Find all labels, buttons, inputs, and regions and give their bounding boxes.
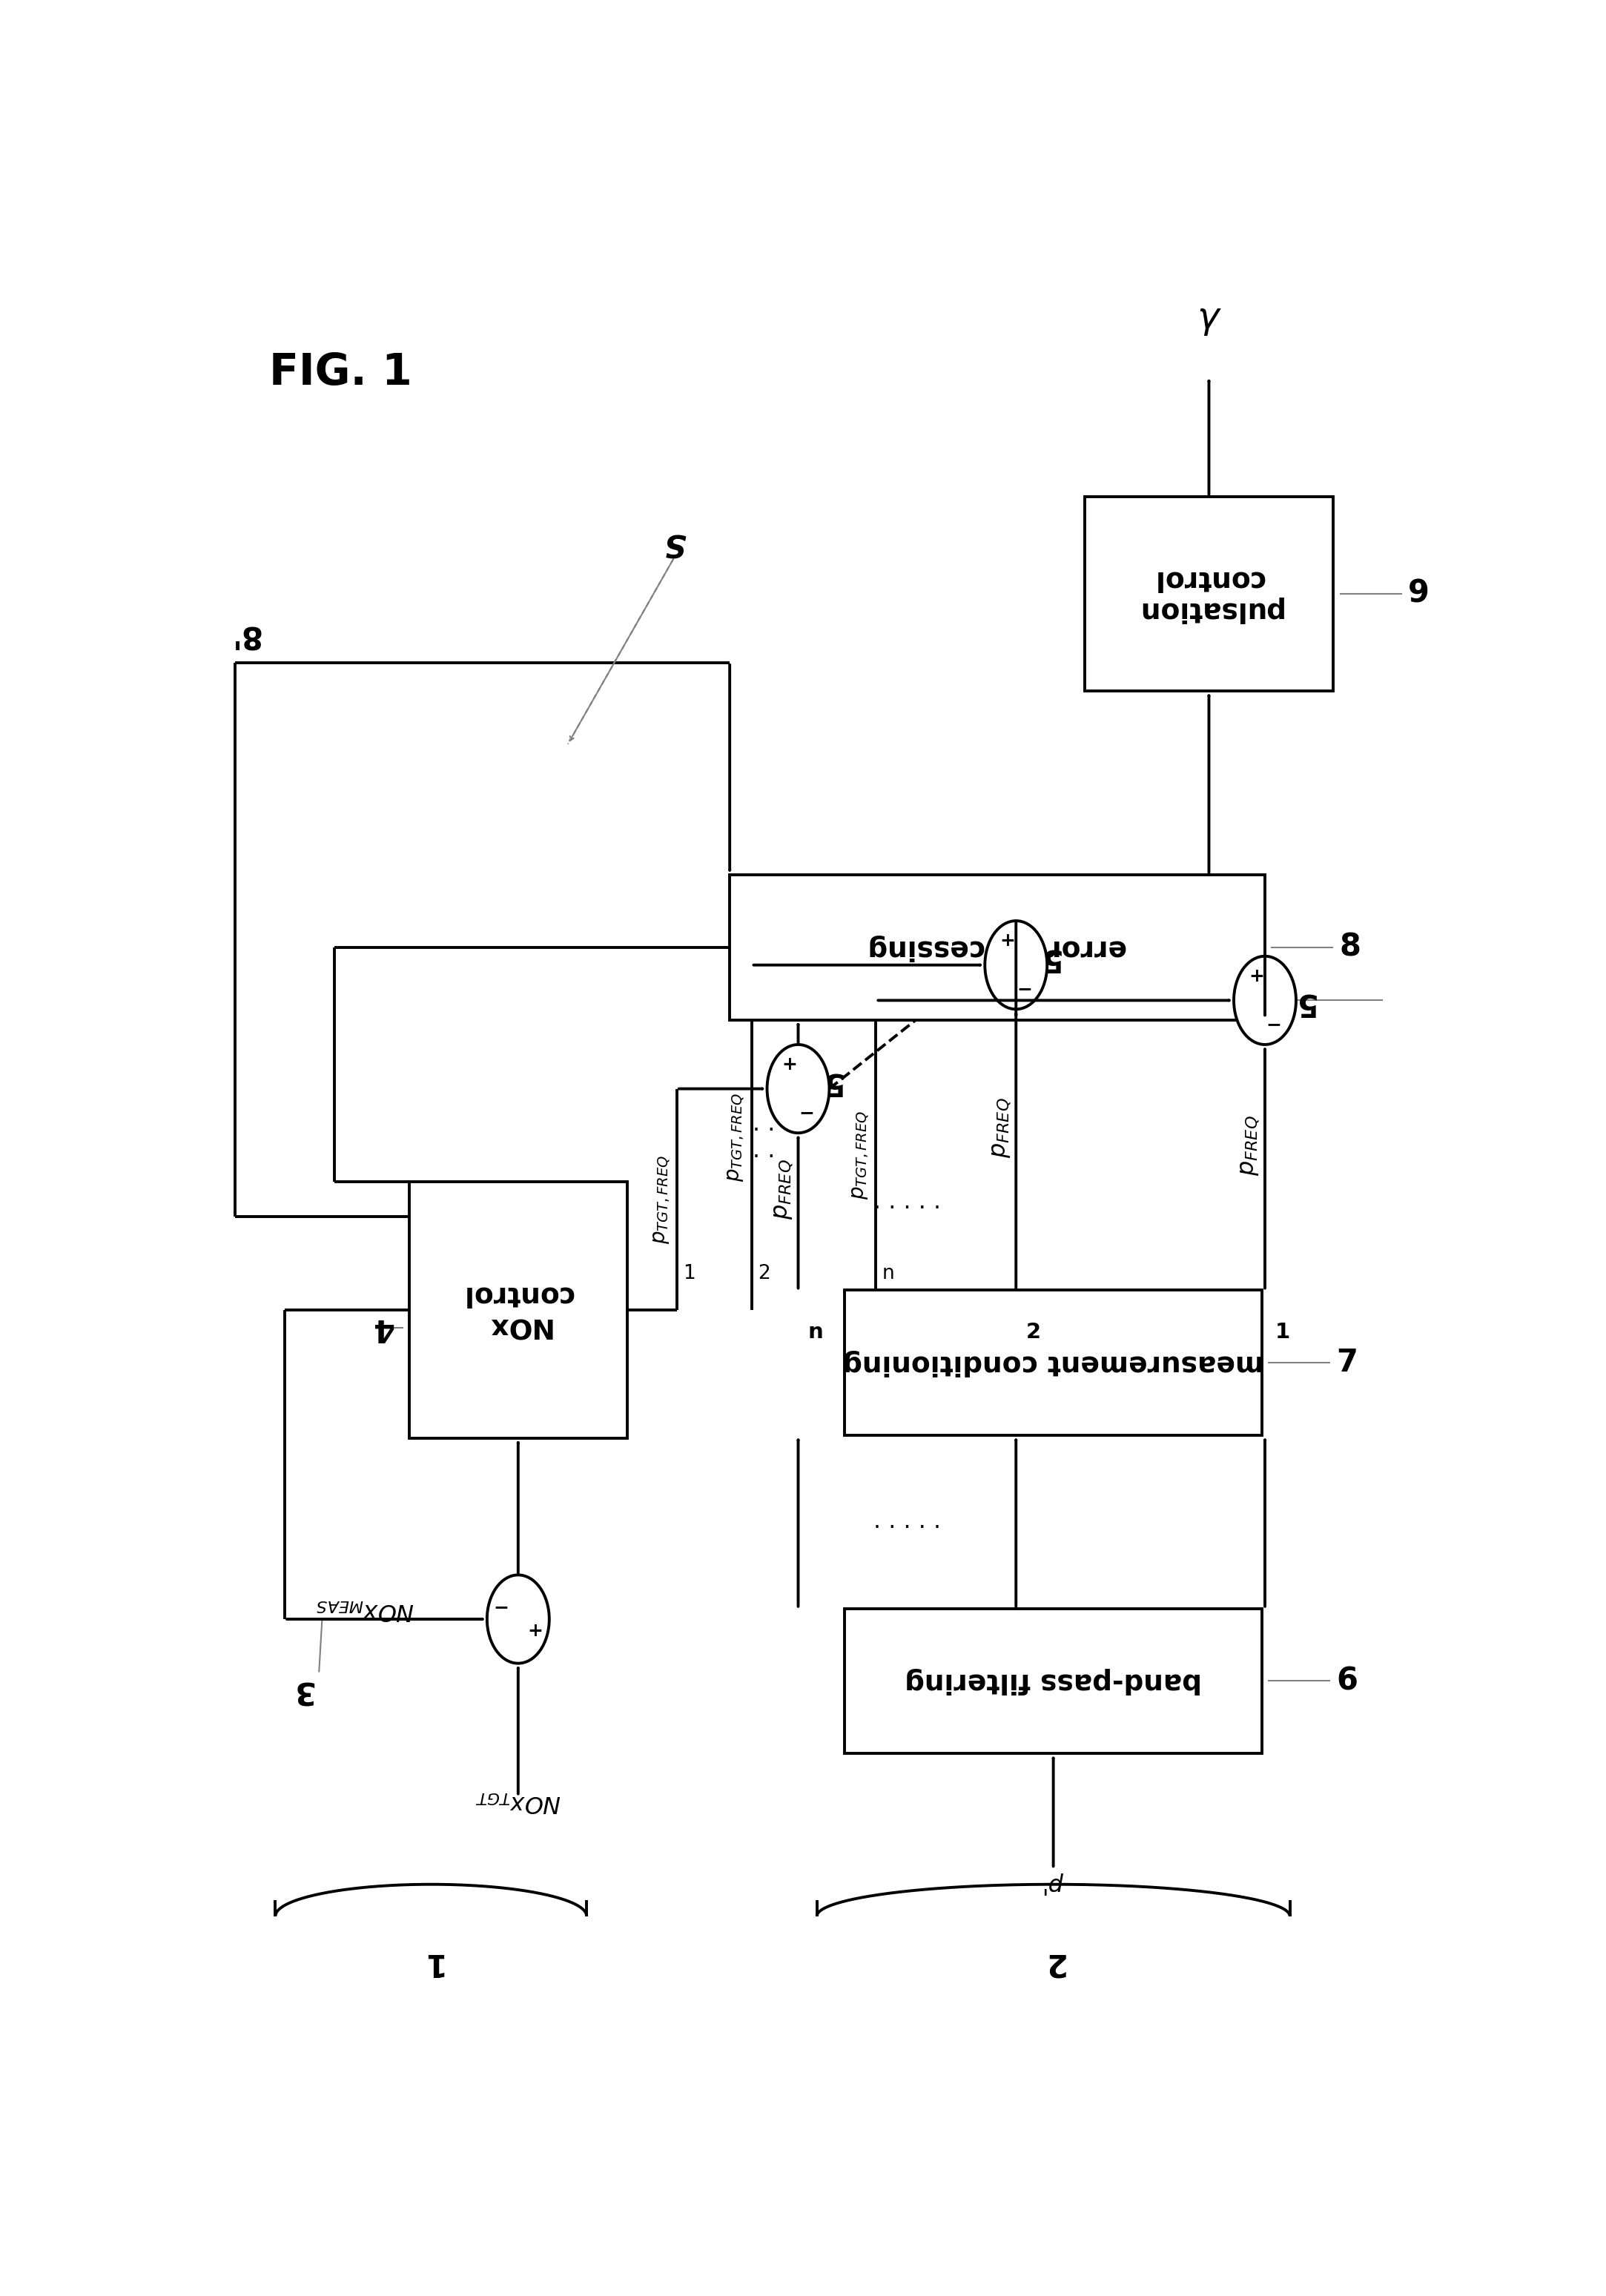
Circle shape xyxy=(1233,955,1296,1045)
Text: error processing: error processing xyxy=(867,934,1127,960)
Text: +: + xyxy=(1248,967,1264,985)
Text: p': p' xyxy=(1042,1871,1065,1894)
Text: $p_{FREQ}$: $p_{FREQ}$ xyxy=(772,1159,795,1219)
Text: $p_{TGT,FREQ}$: $p_{TGT,FREQ}$ xyxy=(726,1093,747,1182)
Text: +: + xyxy=(527,1623,543,1639)
Text: NOx$_{TGT}$: NOx$_{TGT}$ xyxy=(475,1789,562,1814)
Bar xyxy=(845,1290,1262,1435)
Text: 5: 5 xyxy=(1293,987,1315,1017)
Text: 3: 3 xyxy=(291,1674,313,1706)
Text: $\gamma$: $\gamma$ xyxy=(1196,301,1222,338)
Bar xyxy=(410,1182,626,1437)
Text: +: + xyxy=(999,932,1015,951)
Text: . . . . .: . . . . . xyxy=(874,1511,941,1534)
Circle shape xyxy=(768,1045,829,1132)
Text: $p_{TGT,FREQ}$: $p_{TGT,FREQ}$ xyxy=(851,1111,872,1199)
Bar xyxy=(729,875,1266,1019)
Text: . .
. .: . . . . xyxy=(753,1114,776,1162)
Text: measurement conditioning: measurement conditioning xyxy=(843,1350,1264,1375)
Text: 9: 9 xyxy=(1408,579,1429,608)
Text: 2: 2 xyxy=(758,1265,771,1283)
Text: 8: 8 xyxy=(1339,932,1362,962)
Text: 4: 4 xyxy=(373,1311,393,1343)
Text: S: S xyxy=(663,526,686,558)
Bar xyxy=(1084,496,1333,691)
Text: −: − xyxy=(1266,1015,1282,1033)
Text: pulsation
control: pulsation control xyxy=(1135,565,1282,622)
Text: NOx$_{MEAS}$: NOx$_{MEAS}$ xyxy=(316,1598,414,1621)
Text: NOx
control: NOx control xyxy=(463,1281,573,1339)
Text: −: − xyxy=(798,1104,814,1123)
Text: 1: 1 xyxy=(1275,1322,1290,1343)
Text: 5: 5 xyxy=(1037,944,1060,974)
Text: n: n xyxy=(882,1265,895,1283)
Text: 2: 2 xyxy=(1042,1947,1065,1979)
Text: . . . . .: . . . . . xyxy=(874,1189,941,1212)
Text: 5: 5 xyxy=(821,1065,842,1097)
Text: −: − xyxy=(493,1598,509,1616)
Text: $p_{FREQ}$: $p_{FREQ}$ xyxy=(989,1097,1012,1157)
Text: −: − xyxy=(1017,980,1033,999)
Text: n: n xyxy=(808,1322,824,1343)
Text: 6: 6 xyxy=(1336,1665,1359,1697)
Text: 2: 2 xyxy=(1026,1322,1041,1343)
Text: $p_{FREQ}$: $p_{FREQ}$ xyxy=(1238,1116,1261,1176)
Text: 7: 7 xyxy=(1336,1348,1359,1378)
Bar xyxy=(845,1609,1262,1754)
Circle shape xyxy=(984,921,1047,1010)
Circle shape xyxy=(487,1575,549,1662)
Text: 8': 8' xyxy=(228,618,260,650)
Text: $p_{TGT,FREQ}$: $p_{TGT,FREQ}$ xyxy=(652,1155,673,1244)
Text: 1: 1 xyxy=(683,1265,695,1283)
Text: 1: 1 xyxy=(421,1947,442,1979)
Text: FIG. 1: FIG. 1 xyxy=(270,351,413,395)
Text: +: + xyxy=(782,1056,797,1072)
Text: band-pass filtering: band-pass filtering xyxy=(904,1667,1201,1694)
